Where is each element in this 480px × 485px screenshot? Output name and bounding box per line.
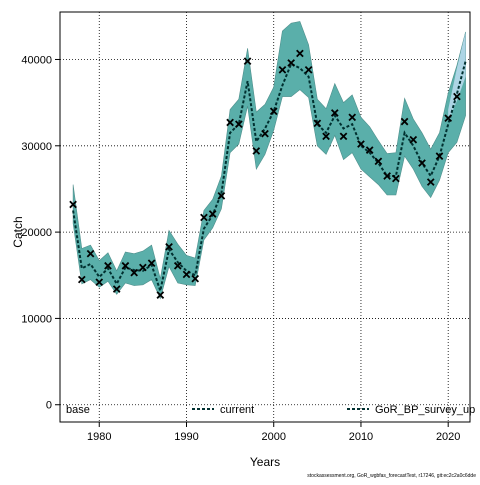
observed-point-2003 [296,49,304,58]
y-tick-label-0: 0 [46,400,52,412]
confidence-band-current [72,21,466,300]
observed-point-2006 [322,132,330,141]
x-tick-label-2010: 2010 [349,431,373,443]
x-tick-label-2020: 2020 [436,431,460,443]
observed-point-2013 [383,172,391,180]
observed-point-1997 [243,57,252,66]
observed-point-2000 [269,107,278,116]
legend: base current GoR_BP_survey_up [66,404,475,416]
observed-point-1981 [104,261,112,270]
observed-point-1979 [86,249,95,258]
grid [60,12,470,422]
observed-point-1989 [173,261,182,270]
observed-point-2021 [453,92,461,101]
x-axis-label: Years [250,455,280,469]
observed-point-1990 [182,270,191,279]
y-axis-label: Catch [11,216,25,247]
observed-point-1998 [252,147,261,155]
y-tick-label-30000: 30000 [21,141,52,153]
observed-point-2015 [400,117,409,126]
observed-point-1987 [156,291,165,299]
observed-point-2009 [348,113,357,122]
legend-survey-label: GoR_BP_survey_up [375,404,475,416]
legend-base-label: base [66,404,90,416]
observed-point-2016 [409,135,418,144]
observed-point-2005 [313,119,322,128]
observed-point-1980 [95,278,104,287]
observed-point-2012 [374,157,383,166]
observed-point-1999 [261,129,269,138]
observed-point-1977 [69,200,77,209]
confidence-band-survey [448,31,466,122]
observed-point-1988 [165,242,173,251]
observed-point-2010 [357,140,365,148]
observed-point-2002 [287,59,296,67]
y-tick-label-20000: 20000 [21,227,52,239]
series-lines [72,60,467,295]
series-line-current [72,60,467,295]
observed-point-2007 [330,109,339,117]
observed-point-1986 [147,259,156,268]
observed-point-1995 [226,118,234,127]
observed-point-2018 [426,178,435,186]
observed-point-1993 [208,210,217,218]
observed-point-2014 [392,174,400,183]
observed-point-1996 [234,120,243,129]
observed-point-1978 [77,275,86,284]
y-tick-label-10000: 10000 [21,313,52,325]
x-tick-label-1990: 1990 [174,431,198,443]
observed-point-1982 [112,285,121,293]
legend-current-label: current [220,404,254,416]
x-tick-label-2000: 2000 [261,431,285,443]
observed-point-1983 [121,261,130,270]
confidence-bands [72,21,466,300]
observed-point-1992 [200,213,208,222]
observed-point-2004 [304,65,313,74]
observed-point-2020 [444,114,453,123]
observed-point-1994 [217,192,226,200]
observed-point-2011 [365,146,374,154]
observed-point-1984 [130,268,138,277]
observed-point-1985 [139,263,147,272]
observed-point-2001 [278,65,287,74]
observed-point-1991 [191,274,200,283]
plot-frame [59,11,471,423]
observed-point-2008 [339,132,348,141]
x-tick-label-1980: 1980 [87,431,111,443]
observed-markers [69,49,461,299]
observed-point-2017 [418,159,426,167]
observed-point-2019 [435,152,444,160]
y-tick-label-40000: 40000 [21,54,52,66]
axes: 1980 1990 2000 2010 2020 0 10000 20000 30000 4000… [21,11,471,443]
footer-text: stockassessment.org, GoR_wgbfas_forecast… [307,473,476,479]
